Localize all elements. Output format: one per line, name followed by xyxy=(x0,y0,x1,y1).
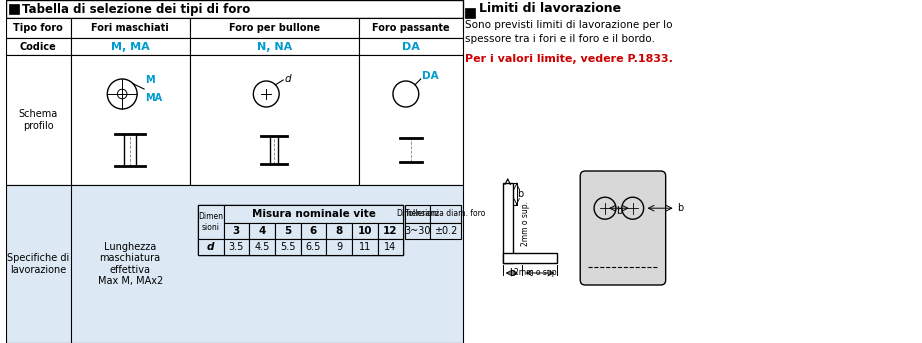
Text: Codice: Codice xyxy=(20,42,56,51)
Bar xyxy=(502,183,513,263)
Text: Foro passante: Foro passante xyxy=(372,23,450,33)
Bar xyxy=(406,223,430,239)
Text: b: b xyxy=(616,206,622,216)
Text: Limiti di lavorazione: Limiti di lavorazione xyxy=(479,2,621,15)
Text: ±0.2: ±0.2 xyxy=(433,226,457,236)
Bar xyxy=(190,18,359,38)
Bar xyxy=(6,38,70,55)
Text: MA: MA xyxy=(145,93,162,103)
Text: DA: DA xyxy=(421,71,438,81)
Bar xyxy=(70,55,190,185)
Bar xyxy=(301,239,326,255)
Text: 5.5: 5.5 xyxy=(280,242,296,252)
Text: 4: 4 xyxy=(258,226,266,236)
Bar xyxy=(352,239,378,255)
Text: Dimensioni: Dimensioni xyxy=(396,210,439,218)
Text: Lunghezza
maschiatura
effettiva
Max M, MAx2: Lunghezza maschiatura effettiva Max M, M… xyxy=(98,241,163,286)
Bar xyxy=(6,0,463,18)
Text: Sono previsti limiti di lavorazione per lo
spessore tra i fori e il foro e il bo: Sono previsti limiti di lavorazione per … xyxy=(465,20,672,44)
Bar xyxy=(223,223,249,239)
Bar xyxy=(70,38,190,55)
Text: M, MA: M, MA xyxy=(111,42,149,51)
Text: 8: 8 xyxy=(336,226,343,236)
Text: d: d xyxy=(284,74,290,84)
Bar xyxy=(9,4,18,14)
Bar xyxy=(6,55,70,185)
Bar xyxy=(326,239,352,255)
Text: 3~30: 3~30 xyxy=(405,226,431,236)
Text: Schema
profilo: Schema profilo xyxy=(18,109,58,131)
FancyBboxPatch shape xyxy=(580,171,666,285)
Text: Misura nominale vite: Misura nominale vite xyxy=(252,209,375,219)
Bar xyxy=(378,239,403,255)
Bar xyxy=(378,223,403,239)
Bar xyxy=(70,18,190,38)
Text: 14: 14 xyxy=(384,242,396,252)
Text: 6.5: 6.5 xyxy=(306,242,321,252)
Text: 3.5: 3.5 xyxy=(229,242,244,252)
Text: 9: 9 xyxy=(337,242,342,252)
Bar xyxy=(359,38,463,55)
Text: N, NA: N, NA xyxy=(256,42,292,51)
Text: 12: 12 xyxy=(384,226,397,236)
Bar xyxy=(249,223,275,239)
Bar xyxy=(6,185,463,343)
Text: 4.5: 4.5 xyxy=(254,242,270,252)
Bar xyxy=(359,55,463,185)
Bar xyxy=(465,8,475,18)
Text: b: b xyxy=(517,189,524,199)
Bar xyxy=(197,205,403,255)
Bar xyxy=(223,205,403,223)
Text: Dimen
sioni: Dimen sioni xyxy=(198,212,223,232)
Text: Tabella di selezione dei tipi di foro: Tabella di selezione dei tipi di foro xyxy=(22,2,250,15)
Bar xyxy=(197,239,223,255)
Bar xyxy=(223,239,249,255)
Bar xyxy=(430,223,461,239)
Text: Tipo foro: Tipo foro xyxy=(13,23,63,33)
Text: 2mm o sup.: 2mm o sup. xyxy=(514,268,559,277)
Bar xyxy=(406,205,430,223)
Bar xyxy=(430,205,461,223)
Text: 3: 3 xyxy=(232,226,240,236)
Text: d: d xyxy=(207,242,214,252)
Bar xyxy=(359,18,463,38)
Text: Fori maschiati: Fori maschiati xyxy=(91,23,169,33)
Bar xyxy=(352,223,378,239)
Text: 6: 6 xyxy=(310,226,317,236)
Bar xyxy=(301,223,326,239)
Bar xyxy=(190,38,359,55)
Bar xyxy=(190,55,359,185)
Bar xyxy=(6,18,70,38)
Text: 5: 5 xyxy=(284,226,291,236)
Text: 10: 10 xyxy=(358,226,372,236)
Text: 2mm o sup.: 2mm o sup. xyxy=(521,201,529,246)
Text: Tolleranza diam. foro: Tolleranza diam. foro xyxy=(406,210,486,218)
Bar xyxy=(197,205,223,239)
Bar xyxy=(502,253,558,263)
Text: 11: 11 xyxy=(359,242,371,252)
Text: b: b xyxy=(678,203,684,213)
Text: M: M xyxy=(145,75,155,85)
Bar xyxy=(275,223,301,239)
Text: Specifiche di
lavorazione: Specifiche di lavorazione xyxy=(7,253,69,275)
Text: Foro per bullone: Foro per bullone xyxy=(229,23,320,33)
Bar xyxy=(249,239,275,255)
Bar xyxy=(326,223,352,239)
Text: b: b xyxy=(510,268,515,278)
Bar xyxy=(275,239,301,255)
Text: Per i valori limite, vedere P.1833.: Per i valori limite, vedere P.1833. xyxy=(465,54,673,64)
Text: DA: DA xyxy=(402,42,420,51)
